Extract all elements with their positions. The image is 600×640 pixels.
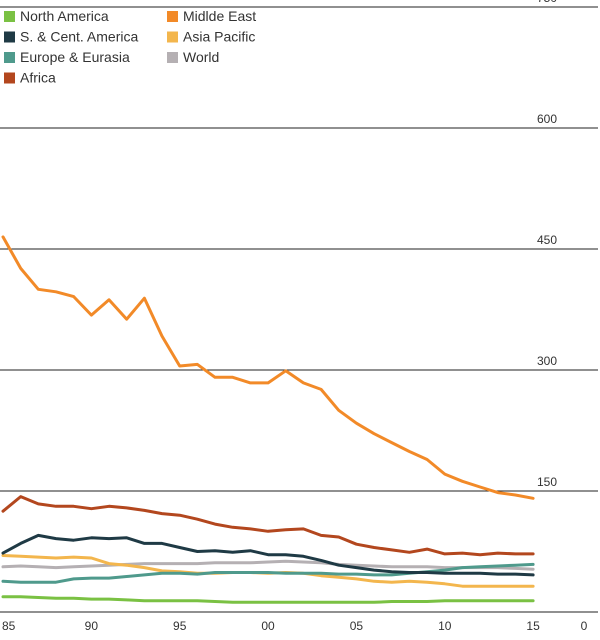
- x-tick-label: 00: [261, 619, 275, 633]
- legend-label: North America: [20, 8, 109, 24]
- legend-label: Europe & Eurasia: [20, 49, 130, 65]
- legend-swatch: [167, 31, 178, 43]
- legend-swatch: [4, 52, 15, 63]
- y-tick-label: 300: [537, 354, 557, 368]
- legend-label: Africa: [20, 70, 56, 86]
- series-line-world: [1, 559, 535, 571]
- series-line-north-america: [1, 595, 535, 604]
- legend: North America S. & Cent. America Europe & …: [4, 8, 256, 86]
- series-line-midlde-east: [1, 235, 535, 500]
- legend-label: S. & Cent. America: [20, 29, 138, 45]
- legend-swatch: [4, 72, 15, 84]
- x-tick-label: 10: [438, 619, 452, 633]
- legend-label: World: [183, 49, 219, 65]
- x-tick-label: 05: [350, 619, 364, 633]
- y-tick-label: 450: [537, 233, 557, 247]
- x-tick-label: 85: [2, 619, 16, 633]
- x-tick-label: 95: [173, 619, 187, 633]
- series-line-asia-pacific: [1, 554, 535, 588]
- y-tick-label: 150: [537, 475, 557, 489]
- legend-swatch: [167, 52, 178, 63]
- series-line-europe-eurasia: [1, 562, 535, 584]
- legend-label: Midlde East: [183, 8, 256, 24]
- series-line-africa: [1, 495, 535, 557]
- x-tick-label: 0: [581, 619, 588, 633]
- gridlines: [0, 6, 598, 613]
- x-axis-ticks: 85 90 95 00 05 10 15 0: [2, 619, 588, 633]
- y-tick-label: 600: [537, 112, 557, 126]
- y-axis-ticks: 150 300 450 600 750: [537, 0, 557, 489]
- x-tick-label: 90: [85, 619, 99, 633]
- series-lines: [1, 235, 535, 604]
- legend-swatch: [167, 11, 178, 22]
- legend-swatch: [4, 11, 15, 22]
- series-line-s-cent-america: [1, 533, 535, 577]
- x-tick-label: 15: [526, 619, 540, 633]
- legend-swatch: [4, 31, 15, 43]
- legend-label: Asia Pacific: [183, 29, 255, 45]
- y-tick-label: 750: [537, 0, 557, 5]
